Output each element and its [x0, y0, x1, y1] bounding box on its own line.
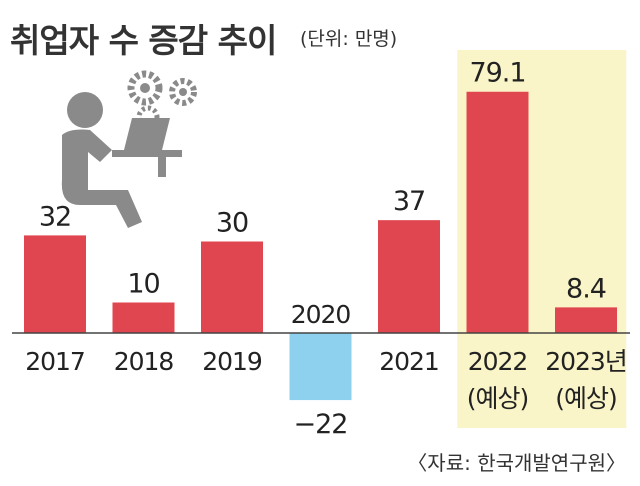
category-note-2022: (예상): [467, 384, 529, 413]
category-label-2021: 2021: [379, 347, 439, 376]
value-label-2021: 37: [393, 186, 425, 217]
bar-2021: [378, 220, 440, 333]
source-note: 〈자료: 한국개발연구원〉: [407, 451, 626, 475]
bar-2020: [289, 333, 352, 401]
value-label-2018: 10: [127, 269, 159, 300]
value-label-2022: 79.1: [469, 58, 525, 89]
bar-2017: [24, 235, 86, 333]
bar-2019: [201, 241, 263, 333]
value-label-2017: 32: [39, 201, 71, 232]
worker-gears-icon: [61, 70, 197, 228]
chart-title: 취업자 수 증감 추이: [10, 21, 277, 60]
value-label-2020: −22: [294, 409, 348, 440]
category-label-2018: 2018: [114, 347, 174, 376]
bar-2023년: [555, 307, 617, 333]
value-label-2023년: 8.4: [566, 273, 606, 304]
bar-2022: [466, 91, 529, 334]
category-label-2017: 2017: [25, 347, 85, 376]
bar-2018: [112, 302, 175, 333]
value-label-2019: 30: [216, 208, 248, 239]
category-label-2022: 2022: [468, 347, 528, 376]
category-label-2023년: 2023년: [545, 347, 627, 376]
category-label-2020: 2020: [291, 300, 351, 329]
category-note-2023년: (예상): [555, 384, 617, 413]
category-label-2019: 2019: [202, 347, 262, 376]
unit-label: (단위: 만명): [300, 28, 398, 50]
